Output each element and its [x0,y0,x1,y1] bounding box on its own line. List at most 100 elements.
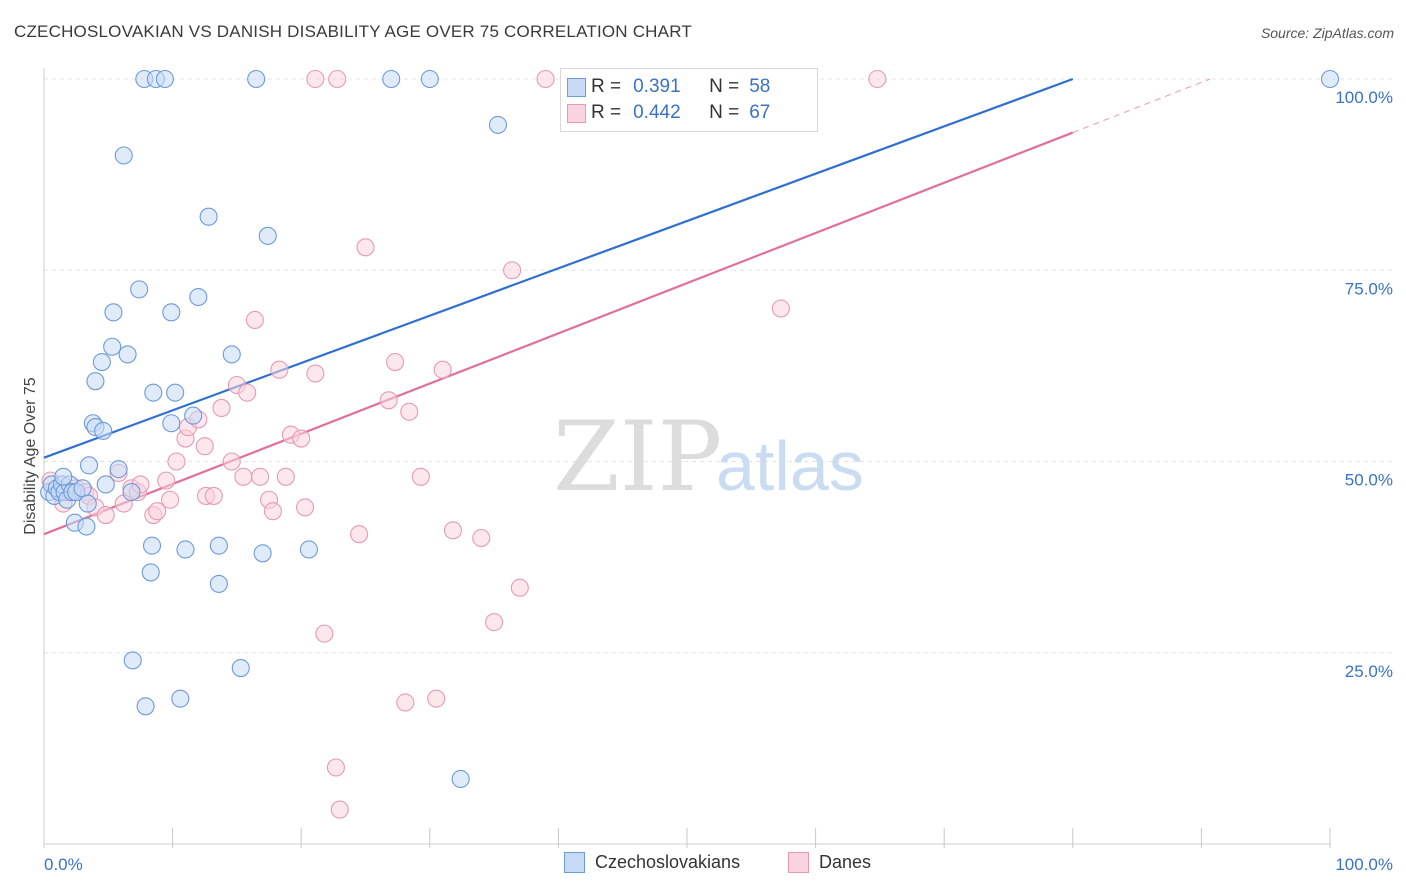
czechoslovakians-point [166,383,185,402]
y-tick-label: 75.0% [1345,279,1393,298]
legend-row-danes: R = 0.442 N = 67 [567,100,771,126]
czechoslovakians-point [73,479,92,498]
legend-n-label: N = [709,102,740,123]
czechoslovakians-point [92,352,111,372]
danes-point [350,525,369,544]
danes-point [306,364,325,383]
danes-point [472,528,491,548]
danes-point [195,437,214,456]
danes-point [270,360,289,379]
legend-swatch-blue [564,852,585,873]
watermark: ZIP atlas [553,401,864,513]
danes-trend-extension [1072,78,1211,134]
czechoslovakians-point [94,421,113,440]
czechoslovakians-point [155,69,174,89]
legend-r-label: R = [591,102,622,123]
czechoslovakians-point [420,69,439,89]
legend-swatch-pink [788,852,809,873]
gridlines [44,78,1393,654]
danes-point [245,310,264,330]
axes [43,68,1331,848]
czechoslovakians-point [114,146,133,165]
danes-point [148,502,167,521]
legend-r-value: 0.442 [633,102,681,123]
danes-point [296,498,315,517]
danes-point [222,452,241,471]
danes-point [326,758,345,777]
czechoslovakians-point [171,689,190,708]
czechoslovakians-point [299,540,318,559]
danes-point [356,238,375,257]
czechoslovakians-point [176,540,195,559]
czechoslovakians-point [222,345,241,364]
y-tick-label: 100.0% [1335,88,1393,107]
trend-lines [43,77,1211,536]
danes-point [160,490,180,509]
danes-point [379,391,398,410]
legend-n-value: 67 [749,102,771,123]
danes-point [204,486,223,505]
czechoslovakians-points [40,69,1340,789]
czechoslovakians-point [258,226,277,245]
czechoslovakians-point [247,69,266,89]
legend-item-danes[interactable]: Danes [788,852,871,873]
czechoslovakians-point [77,517,96,536]
danes-point [315,624,334,643]
watermark-zip: ZIP [553,401,722,513]
czechoslovakians-point [103,337,122,356]
danes-point [411,467,430,486]
czechoslovakians-trend-line [43,77,1074,459]
czechoslovakians-point [123,651,142,670]
legend-row-czechoslovakians: R = 0.391 N = 58 [567,74,770,100]
danes-point [503,261,522,280]
czechoslovakians-point [96,475,115,494]
czechoslovakians-point [109,460,128,479]
czechoslovakians-point [451,769,470,789]
legend-r-label: R = [591,76,622,97]
y-tick-label: 25.0% [1345,662,1393,681]
czechoslovakians-point [104,303,123,322]
danes-point [443,521,462,540]
tick-labels: 100.0% 75.0% 50.0% 25.0% 0.0% 100.0% [44,88,1393,874]
legend-r-value: 0.391 [633,76,681,97]
danes-point [510,578,529,597]
legend-label-danes: Danes [819,852,872,872]
danes-point [868,69,887,89]
legend-item-czechoslovakians[interactable]: Czechoslovakians [564,852,740,873]
czechoslovakians-point [141,563,160,582]
czechoslovakians-point [122,483,141,502]
czechoslovakians-point [130,280,149,299]
source-label: Source: ZipAtlas.com [1260,25,1394,41]
y-tick-label: 50.0% [1345,471,1393,490]
czechoslovakians-point [162,414,181,433]
danes-point [157,471,176,490]
czechoslovakians-point [162,303,181,322]
czechoslovakians-point [209,536,228,555]
danes-point [330,800,349,819]
stats-legend: R = 0.391 N = 58 R = 0.442 N = 67 [560,68,818,132]
danes-point [433,360,452,379]
czechoslovakians-point [184,406,203,425]
danes-point [96,505,115,525]
danes-point [212,398,231,418]
danes-point [485,613,504,632]
danes-point [427,689,446,708]
watermark-atlas: atlas [716,427,864,505]
czechoslovakians-point [199,207,218,226]
danes-trend-line [43,131,1074,536]
danes-point [536,69,555,89]
danes-point [396,693,415,712]
czechoslovakians-point [142,536,162,555]
danes-point [276,467,295,486]
czechoslovakians-point [136,697,155,716]
chart-title: CZECHOSLOVAKIAN VS DANISH DISABILITY AGE… [14,22,692,41]
legend-n-label: N = [709,76,740,97]
czechoslovakians-point [488,115,508,134]
czechoslovakians-point [382,69,401,89]
czechoslovakians-point [86,372,105,391]
czechoslovakians-point [144,383,163,402]
x-tick-label: 100.0% [1335,855,1393,874]
danes-point [263,502,282,521]
danes-point [771,299,790,318]
